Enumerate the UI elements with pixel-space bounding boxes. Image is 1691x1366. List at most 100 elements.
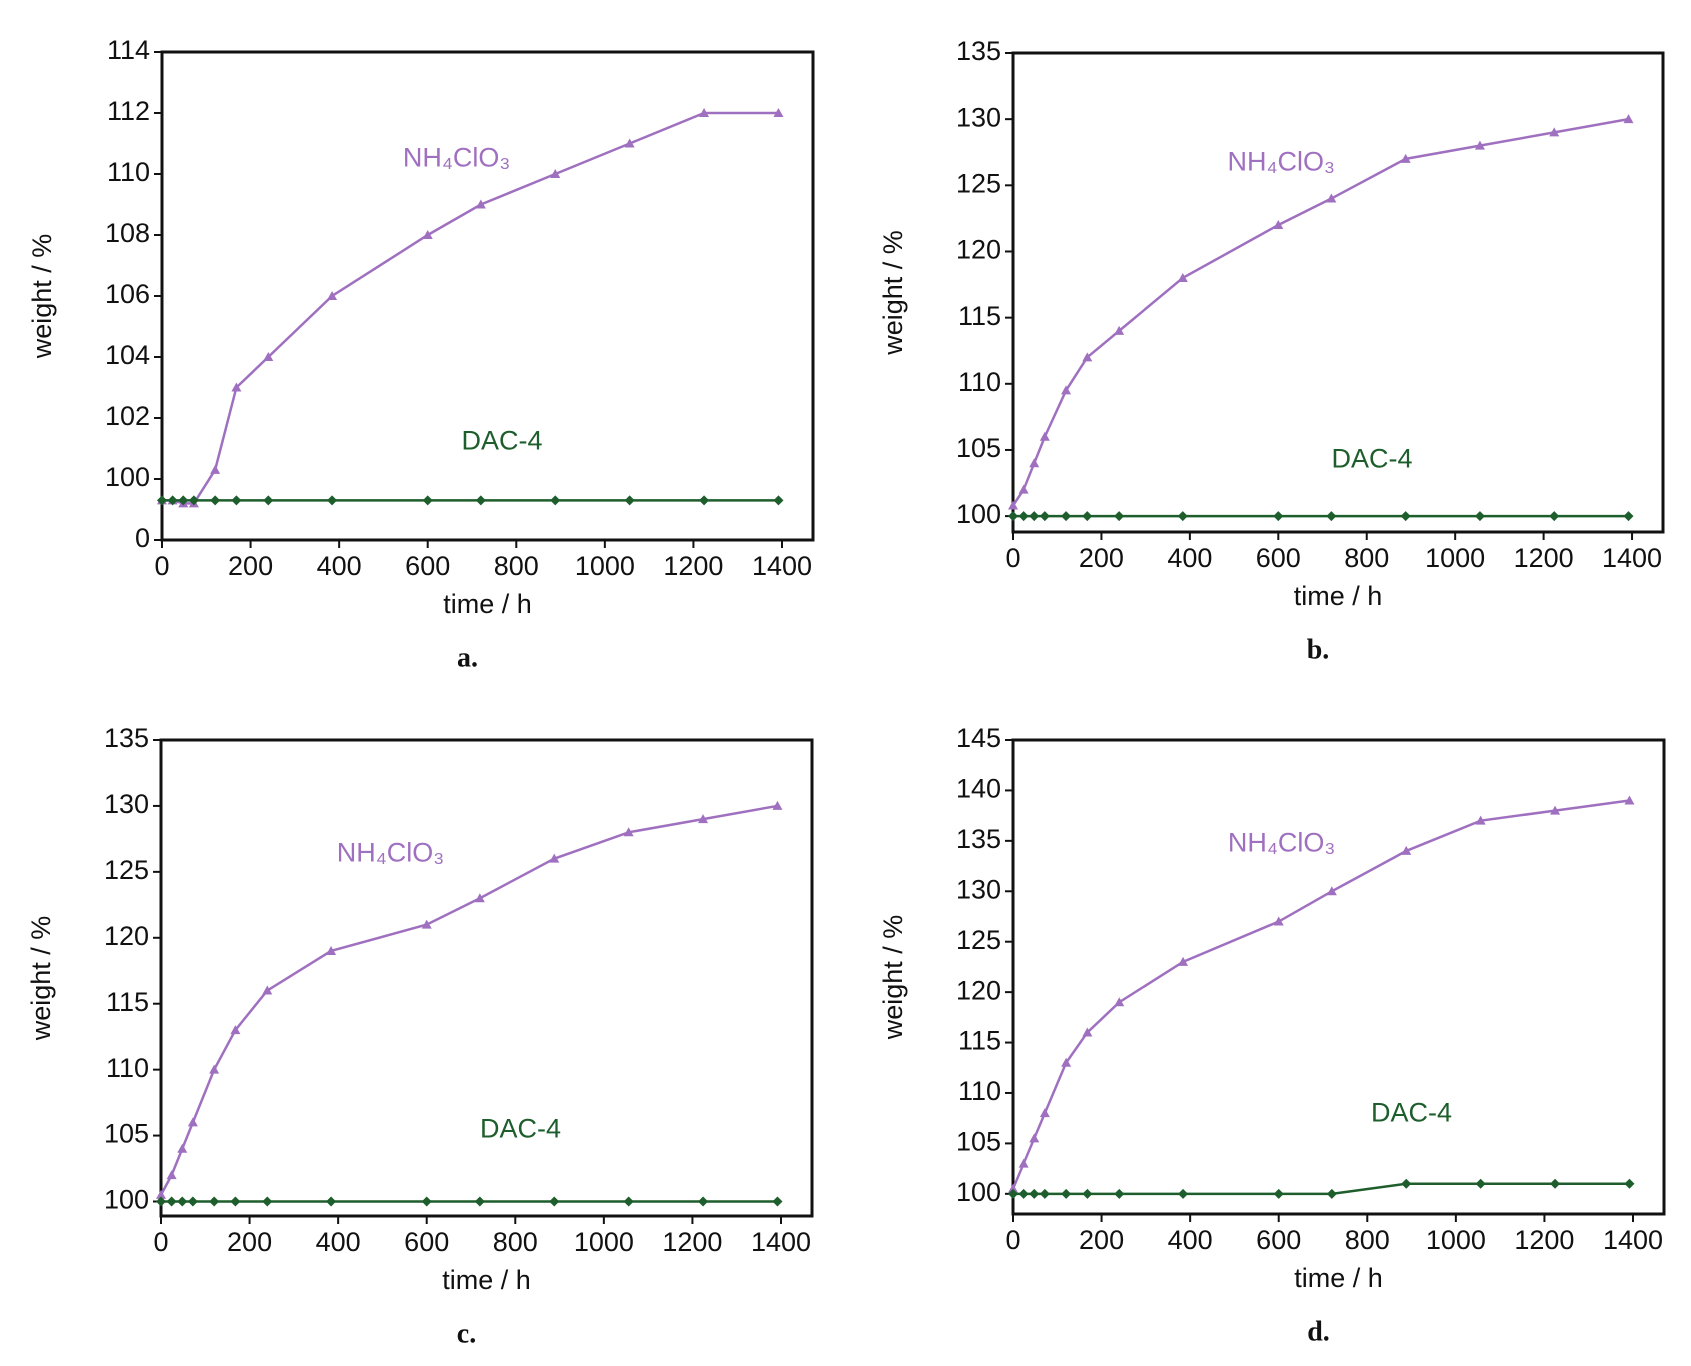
y-tick-label: 104	[105, 340, 150, 370]
data-point	[1008, 500, 1018, 510]
y-tick-label: 105	[104, 1119, 149, 1149]
x-tick-label: 800	[493, 1227, 538, 1257]
data-point	[188, 495, 199, 506]
panel-caption: b.	[1307, 634, 1330, 665]
y-axis-label: weight / %	[26, 916, 56, 1042]
y-tick-label: 105	[956, 1127, 1001, 1157]
x-tick-label: 200	[228, 551, 273, 581]
y-tick-label: 102	[105, 401, 150, 431]
data-point	[210, 495, 221, 506]
data-point	[474, 893, 485, 903]
x-tick-label: 1200	[1514, 1225, 1574, 1255]
data-point	[698, 814, 709, 824]
series-label: NH₄ClO₃	[1228, 146, 1336, 176]
data-point	[326, 1196, 337, 1207]
data-point	[421, 1196, 432, 1207]
data-point	[1273, 511, 1284, 522]
x-tick-label: 1000	[1426, 1225, 1486, 1255]
y-tick-label: 130	[104, 789, 149, 819]
data-point	[1273, 220, 1284, 230]
x-tick-label: 0	[1005, 543, 1020, 573]
data-point	[1061, 511, 1072, 522]
data-point	[167, 495, 178, 506]
y-tick-label: 114	[107, 35, 150, 65]
data-point	[1082, 1027, 1093, 1037]
data-point	[1008, 1183, 1018, 1193]
data-point	[422, 230, 433, 239]
y-tick-label: 100	[956, 499, 1001, 529]
data-point	[1082, 1188, 1093, 1199]
x-tick-label: 600	[1256, 1225, 1301, 1255]
data-point	[1177, 511, 1188, 522]
x-tick-label: 800	[1345, 1225, 1390, 1255]
data-point	[262, 1196, 273, 1207]
y-tick-label: 140	[956, 774, 1001, 804]
series-line	[1011, 117, 1629, 507]
y-tick-label: 110	[958, 1076, 1001, 1106]
y-tick-label: 110	[107, 157, 150, 187]
data-point	[1401, 845, 1412, 855]
x-tick-label: 1200	[1514, 543, 1574, 573]
y-tick-label: 100	[104, 1185, 149, 1215]
x-tick-label: 1000	[574, 1227, 634, 1257]
data-point	[1326, 193, 1337, 203]
data-point	[187, 1196, 198, 1207]
x-tick-label: 600	[405, 551, 450, 581]
data-point	[157, 495, 167, 506]
data-point	[1549, 511, 1560, 522]
data-point	[1326, 511, 1337, 522]
data-point	[1018, 511, 1029, 522]
y-tick-label: 130	[956, 874, 1001, 904]
data-point	[772, 800, 783, 810]
data-point	[1018, 1188, 1029, 1199]
y-tick-label: 135	[956, 36, 1001, 66]
series-line	[1011, 799, 1630, 1190]
y-tick-label: 0	[135, 523, 150, 553]
data-point	[1624, 795, 1635, 805]
data-point	[1549, 127, 1560, 137]
series-label: DAC-4	[1332, 443, 1413, 473]
y-tick-label: 120	[104, 921, 149, 951]
data-point	[1061, 385, 1072, 395]
y-tick-label: 110	[958, 367, 1001, 397]
series-label: NH₄ClO₃	[337, 837, 445, 867]
data-point	[550, 495, 561, 506]
panel-caption: c.	[457, 1318, 476, 1349]
data-point	[773, 495, 784, 506]
data-point	[1008, 511, 1018, 522]
data-point	[624, 138, 635, 148]
y-tick-label: 130	[956, 102, 1001, 132]
data-point	[1623, 114, 1634, 124]
y-tick-label: 125	[956, 925, 1001, 955]
data-point	[550, 169, 561, 178]
data-point	[549, 853, 560, 863]
data-point	[1273, 916, 1284, 926]
data-point	[1029, 458, 1040, 468]
data-point	[1273, 1188, 1284, 1199]
data-point	[178, 495, 189, 506]
x-tick-label: 0	[1005, 1225, 1020, 1255]
plot-frame	[159, 738, 814, 1218]
series-label: DAC-4	[480, 1113, 561, 1143]
y-tick-label: 120	[956, 235, 1001, 265]
x-tick-label: 200	[1079, 1225, 1124, 1255]
data-point	[230, 1025, 241, 1035]
data-point	[1624, 1178, 1635, 1189]
x-axis-label: time / h	[443, 589, 532, 619]
data-point	[1474, 511, 1485, 522]
data-point	[1018, 484, 1029, 494]
data-point	[1474, 140, 1485, 150]
data-point	[230, 1196, 241, 1207]
data-point	[549, 1196, 560, 1207]
y-tick-label: 115	[106, 987, 149, 1017]
y-tick-label: 112	[107, 96, 150, 126]
y-tick-label: 108	[105, 218, 150, 248]
data-point	[1039, 1188, 1050, 1199]
data-point	[1326, 1188, 1337, 1199]
x-tick-label: 1200	[663, 551, 723, 581]
data-point	[1550, 805, 1561, 815]
data-point	[263, 352, 274, 361]
data-point	[699, 495, 710, 506]
data-point	[1061, 1188, 1072, 1199]
